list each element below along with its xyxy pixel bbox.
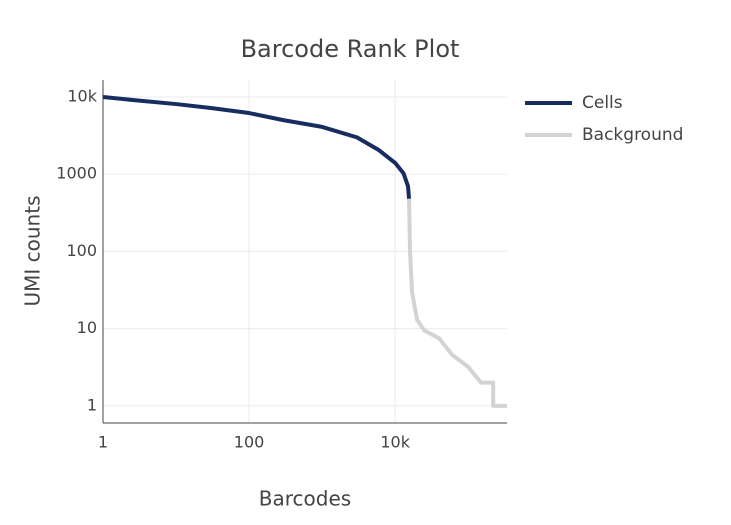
series-line: [407, 198, 507, 408]
x-tick-label: 10k: [380, 433, 410, 452]
legend-label: Cells: [582, 93, 623, 113]
chart-title: Barcode Rank Plot: [241, 35, 460, 63]
legend-label: Background: [582, 125, 683, 145]
x-tick-label: 1: [98, 433, 108, 452]
x-axis-title: Barcodes: [259, 487, 351, 511]
x-tick-label: 100: [234, 433, 265, 452]
y-tick-label: 10: [77, 318, 97, 337]
series-line: [102, 95, 412, 199]
y-tick-label: 1000: [56, 164, 97, 183]
y-axis-title: UMI counts: [21, 196, 45, 307]
y-tick-label: 10k: [67, 86, 97, 105]
y-tick-label: 100: [66, 241, 97, 260]
y-tick-label: 1: [87, 395, 97, 414]
